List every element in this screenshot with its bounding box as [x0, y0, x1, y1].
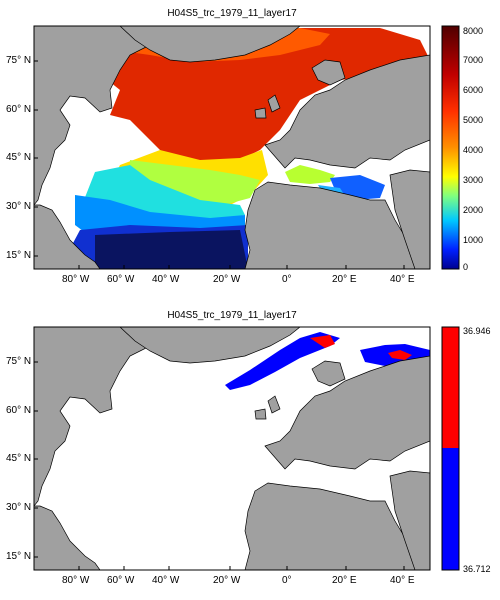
panel2-colorbar — [441, 326, 460, 571]
x-tick-label: 0° — [282, 575, 292, 586]
x-tick-label: 0° — [282, 274, 292, 285]
colorbar-max-label: 36.946 — [463, 326, 491, 336]
x-tick-label: 20° W — [213, 274, 241, 285]
panel1-land — [34, 26, 430, 269]
x-tick-label: 80° W — [62, 274, 90, 285]
panel1-title: H04S5_trc_1979_11_layer17 — [167, 8, 297, 19]
x-tick-label: 40° W — [152, 274, 180, 285]
x-tick-label: 20° W — [213, 575, 241, 586]
colorbar-label: 1000 — [463, 235, 484, 245]
y-tick-label: 75° N — [6, 356, 32, 367]
y-tick-label: 75° N — [6, 55, 32, 66]
y-tick-label: 15° N — [6, 551, 32, 562]
x-tick-label: 20° E — [332, 575, 357, 586]
y-tick-label: 45° N — [6, 453, 32, 464]
y-tick-label: 60° N — [6, 405, 32, 416]
colorbar-min-label: 36.712 — [463, 564, 491, 574]
panel2-map — [33, 326, 460, 571]
colorbar-label: 4000 — [463, 145, 484, 155]
x-tick-label: 60° W — [107, 274, 135, 285]
x-tick-label: 40° E — [390, 274, 415, 285]
colorbar-label: 0 — [463, 262, 469, 272]
colorbar-label: 2000 — [463, 205, 484, 215]
colorbar-label: 6000 — [463, 85, 484, 95]
colorbar-label: 8000 — [463, 26, 484, 36]
x-tick-label: 40° E — [390, 575, 415, 586]
y-tick-label: 15° N — [6, 250, 32, 261]
panel1-map — [33, 25, 460, 270]
y-tick-label: 30° N — [6, 502, 32, 513]
x-tick-label: 40° W — [152, 575, 180, 586]
panel2-land — [34, 327, 430, 570]
colorbar-label: 3000 — [463, 175, 484, 185]
colorbar-label: 5000 — [463, 115, 484, 125]
x-tick-label: 80° W — [62, 575, 90, 586]
x-tick-label: 20° E — [332, 274, 357, 285]
y-tick-label: 45° N — [6, 152, 32, 163]
x-tick-label: 60° W — [107, 575, 135, 586]
y-tick-label: 30° N — [6, 201, 32, 212]
panel2-title: H04S5_trc_1979_11_layer17 — [167, 310, 297, 321]
y-tick-label: 60° N — [6, 104, 32, 115]
colorbar-label: 7000 — [463, 55, 484, 65]
panel1-colorbar — [441, 25, 460, 270]
